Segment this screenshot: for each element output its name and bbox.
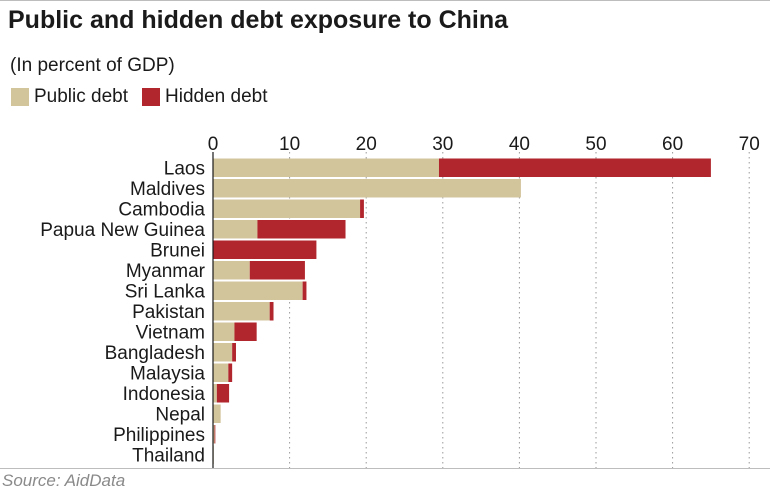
legend-swatch-hidden-debt <box>142 88 161 106</box>
bar-hidden-debt <box>216 384 230 403</box>
category-label: Thailand <box>132 445 205 466</box>
bar-public-debt <box>213 220 258 239</box>
bar-hidden-debt <box>249 261 305 280</box>
bar-public-debt <box>213 404 221 423</box>
bar-hidden-debt <box>269 302 274 321</box>
bar-public-debt <box>213 261 250 280</box>
legend-label-public-debt: Public debt <box>34 86 129 107</box>
top-rule <box>0 0 770 1</box>
x-tick-label: 30 <box>432 134 453 155</box>
category-label: Myanmar <box>126 261 206 282</box>
bar-public-debt <box>213 199 361 218</box>
bar-public-debt <box>213 281 303 300</box>
x-tick-label: 10 <box>279 134 300 155</box>
bar-hidden-debt <box>228 363 233 382</box>
bottom-rule <box>0 468 770 469</box>
legend-swatch-public-debt <box>11 88 29 106</box>
category-label: Indonesia <box>123 384 206 405</box>
bar-public-debt <box>213 384 217 403</box>
chart-title: Public and hidden debt exposure to China <box>8 6 509 34</box>
chart-subtitle: (In percent of GDP) <box>10 55 175 76</box>
bar-hidden-debt <box>234 322 257 341</box>
category-label: Brunei <box>150 240 205 261</box>
x-tick-label: 0 <box>208 134 219 155</box>
legend-item-hidden-debt: Hidden debt <box>142 86 267 108</box>
bar-public-debt <box>213 343 233 362</box>
x-tick-label: 40 <box>509 134 530 155</box>
category-label: Pakistan <box>132 302 205 323</box>
category-label: Philippines <box>113 425 205 446</box>
category-label: Papua New Guinea <box>40 220 205 241</box>
bar-hidden-debt <box>438 158 711 177</box>
bar-public-debt <box>213 322 235 341</box>
bar-public-debt <box>213 179 521 198</box>
category-label: Cambodia <box>118 199 205 220</box>
category-label: Bangladesh <box>105 343 205 364</box>
x-tick-label: 60 <box>662 134 683 155</box>
category-label: Vietnam <box>136 322 205 343</box>
bar-hidden-debt <box>213 240 317 259</box>
category-label: Sri Lanka <box>125 281 206 302</box>
x-tick-label: 50 <box>585 134 606 155</box>
category-label: Maldives <box>130 179 205 200</box>
legend-label-hidden-debt: Hidden debt <box>165 86 268 107</box>
bar-public-debt <box>213 363 229 382</box>
x-tick-label: 20 <box>356 134 377 155</box>
bar-public-debt <box>213 302 270 321</box>
category-label: Nepal <box>155 404 205 425</box>
x-tick-label: 70 <box>739 134 760 155</box>
bar-public-debt <box>213 425 215 444</box>
bar-hidden-debt <box>214 425 216 444</box>
source-note: Source: AidData <box>2 471 126 490</box>
category-label: Laos <box>164 158 205 179</box>
category-label: Malaysia <box>130 363 205 384</box>
bar-public-debt <box>213 158 439 177</box>
legend-item-public-debt: Public debt <box>11 86 128 108</box>
bar-hidden-debt <box>302 281 307 300</box>
legend: Public debt Hidden debt <box>11 86 281 108</box>
bar-hidden-debt <box>257 220 346 239</box>
bar-hidden-debt <box>360 199 364 218</box>
bar-hidden-debt <box>232 343 236 362</box>
